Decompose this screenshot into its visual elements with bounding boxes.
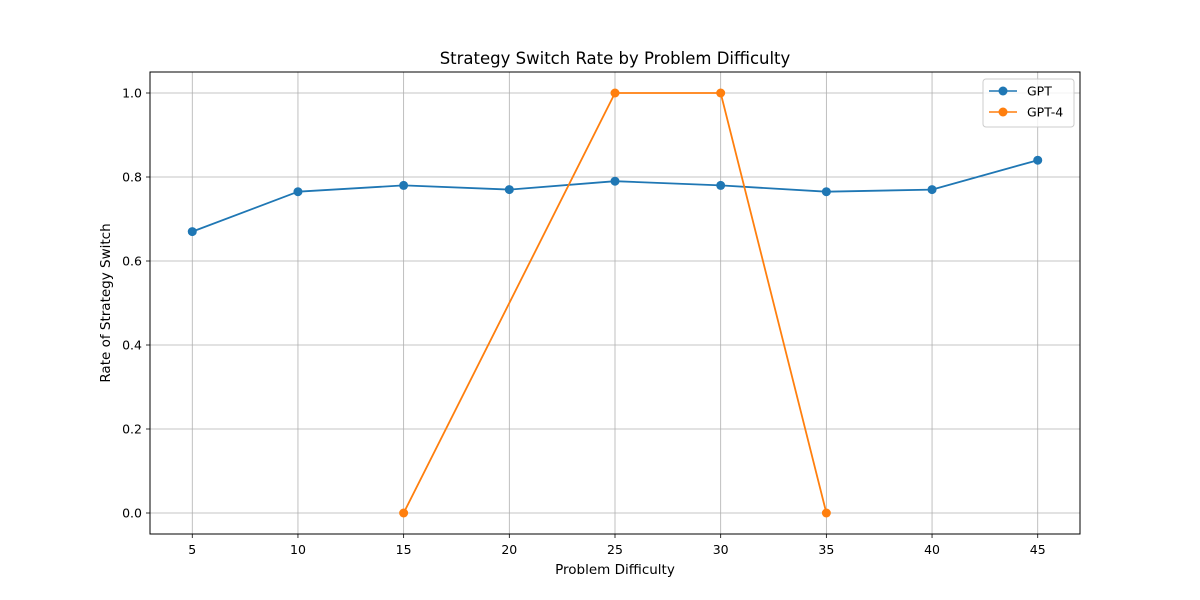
legend: GPT GPT-4 xyxy=(982,78,1075,128)
data-point-gpt xyxy=(187,227,197,237)
x-tick-label: 45 xyxy=(1030,542,1046,557)
x-tick-label: 15 xyxy=(396,542,412,557)
x-tick-label: 40 xyxy=(924,542,940,557)
data-point-gpt xyxy=(610,176,620,186)
axis-ticks: 5 10 15 20 25 30 35 40 45 0.0 0.2 0.4 0.6 0.8 1.0 xyxy=(122,86,1046,558)
x-tick-label: 30 xyxy=(713,542,729,557)
legend-label-gpt: GPT xyxy=(1027,84,1052,99)
y-tick-label: 0.6 xyxy=(122,254,142,269)
legend-label-gpt-4: GPT-4 xyxy=(1027,105,1063,120)
y-tick-label: 0.0 xyxy=(122,506,142,521)
data-point-gpt xyxy=(927,185,937,195)
data-point-gpt-4 xyxy=(716,88,726,98)
data-point-gpt-4 xyxy=(610,88,620,98)
data-point-gpt-4 xyxy=(399,508,409,518)
data-point-gpt xyxy=(293,187,303,197)
data-point-gpt xyxy=(1033,155,1043,165)
legend-marker-gpt-4 xyxy=(998,107,1008,117)
y-tick-label: 0.4 xyxy=(122,338,142,353)
series-line-gpt-4 xyxy=(402,92,828,514)
y-tick-label: 1.0 xyxy=(122,86,142,101)
data-point-gpt xyxy=(504,185,514,195)
x-tick-label: 20 xyxy=(501,542,517,557)
chart-title: Strategy Switch Rate by Problem Difficul… xyxy=(440,49,791,68)
legend-marker-gpt xyxy=(998,86,1008,96)
x-axis-label: Problem Difficulty xyxy=(555,562,675,578)
x-tick-label: 10 xyxy=(290,542,306,557)
series-layer xyxy=(187,88,1043,518)
data-point-gpt xyxy=(821,187,831,197)
y-tick-label: 0.2 xyxy=(122,422,142,437)
data-point-gpt xyxy=(399,180,409,190)
data-point-gpt xyxy=(716,180,726,190)
y-axis-label: Rate of Strategy Switch xyxy=(98,223,114,382)
y-tick-label: 0.8 xyxy=(122,170,142,185)
data-point-gpt-4 xyxy=(821,508,831,518)
x-tick-label: 25 xyxy=(607,542,623,557)
x-tick-label: 5 xyxy=(188,542,196,557)
x-tick-label: 35 xyxy=(818,542,834,557)
